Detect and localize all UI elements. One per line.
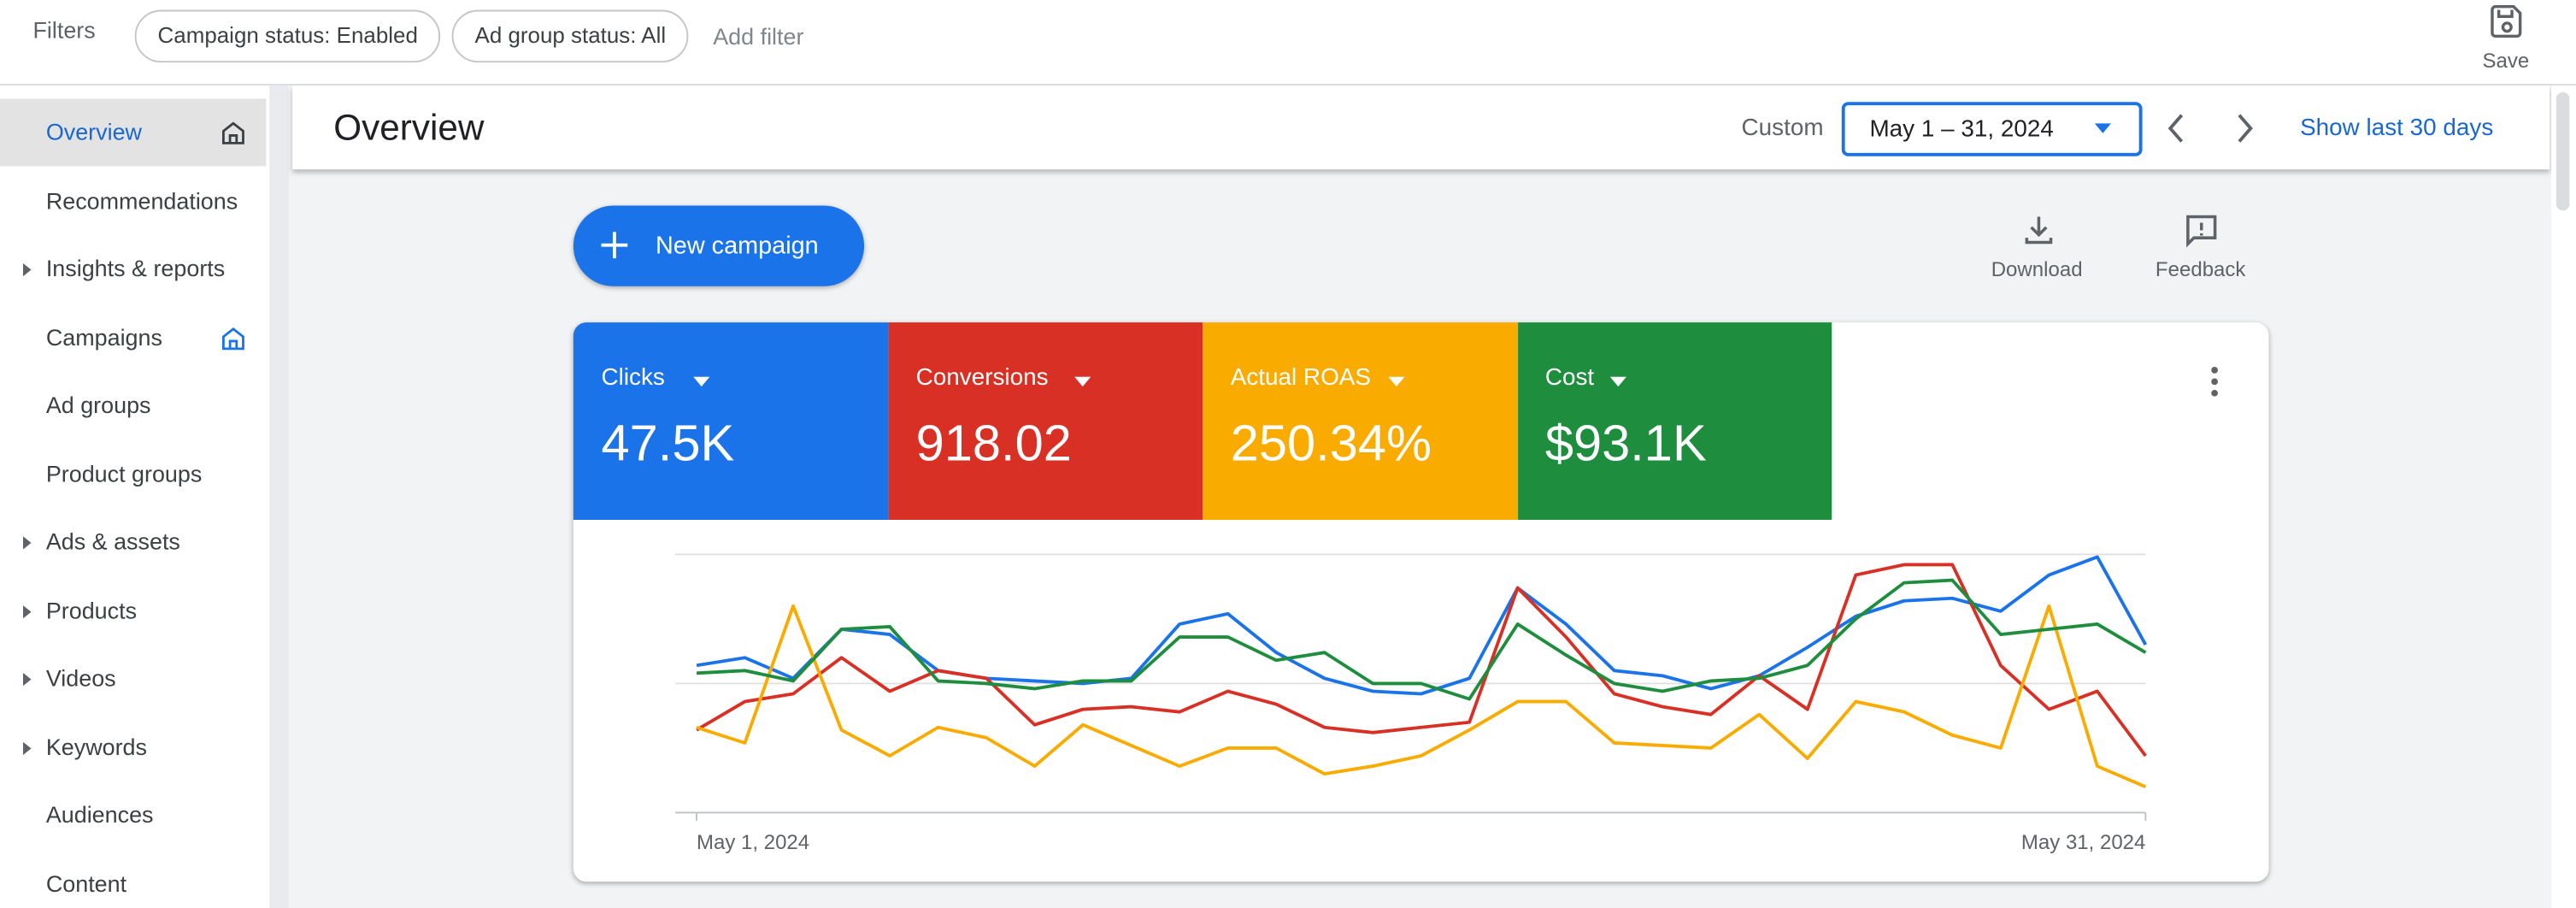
metric-name[interactable]: Cost bbox=[1544, 365, 1595, 392]
nav-item[interactable]: Videos bbox=[0, 645, 266, 712]
nav-label[interactable]: Ads & assets bbox=[45, 528, 180, 555]
header-bar bbox=[292, 85, 2550, 170]
scroll-thumb bbox=[2555, 91, 2570, 211]
nav-item[interactable]: Ads & assets bbox=[0, 509, 266, 576]
feedback-label[interactable]: Feedback bbox=[2155, 258, 2246, 282]
next-button[interactable] bbox=[2232, 112, 2255, 144]
series-line bbox=[696, 604, 2147, 789]
metric-tile[interactable]: Conversions 918.02 bbox=[887, 322, 1203, 520]
prev-button[interactable] bbox=[2165, 112, 2188, 144]
x-tick-label: May 31, 2024 bbox=[2021, 831, 2145, 854]
page-title: Overview bbox=[333, 107, 485, 149]
download-icon[interactable] bbox=[2020, 212, 2056, 248]
nav-label[interactable]: Keywords bbox=[45, 733, 147, 759]
more-menu[interactable] bbox=[2202, 365, 2228, 398]
save-icon[interactable] bbox=[2487, 2, 2526, 41]
nav-item[interactable]: Audiences bbox=[0, 781, 266, 849]
dropdown-arrow bbox=[1609, 376, 1626, 387]
nav-item[interactable]: Overview bbox=[0, 98, 267, 167]
nav-label[interactable]: Ad groups bbox=[45, 391, 151, 418]
nav-label[interactable]: Videos bbox=[45, 664, 116, 692]
nav-label[interactable]: Audiences bbox=[45, 800, 154, 828]
x-tick-label: May 1, 2024 bbox=[697, 831, 809, 854]
divider bbox=[0, 84, 2576, 86]
nav-item[interactable]: Keywords bbox=[0, 713, 266, 781]
nav-label[interactable]: Overview bbox=[45, 118, 142, 145]
nav-item[interactable]: Campaigns bbox=[0, 304, 266, 371]
metric-tile[interactable]: Cost $93.1K bbox=[1517, 322, 1832, 520]
new-campaign-button[interactable]: New campaign bbox=[573, 205, 865, 286]
metric-value: $93.1K bbox=[1544, 414, 1707, 473]
nav-label[interactable]: Insights & reports bbox=[45, 255, 226, 282]
date-range[interactable]: May 1 – 31, 2024 bbox=[1869, 116, 2054, 144]
dropdown-arrow bbox=[1073, 376, 1091, 387]
nav-label[interactable]: Recommendations bbox=[45, 186, 238, 214]
nav-item[interactable]: Recommendations bbox=[0, 167, 266, 234]
add-filter[interactable]: Add filter bbox=[713, 22, 804, 50]
metric-name[interactable]: Actual ROAS bbox=[1230, 365, 1371, 392]
series-line bbox=[696, 578, 2147, 701]
dropdown-arrow bbox=[692, 376, 709, 387]
metric-value: 47.5K bbox=[601, 414, 735, 473]
expand-arrow bbox=[22, 262, 32, 277]
expand-arrow bbox=[22, 536, 32, 550]
metric-name[interactable]: Conversions bbox=[915, 365, 1049, 392]
metric-value: 918.02 bbox=[915, 414, 1072, 473]
filter-chip[interactable]: Campaign status: Enabled bbox=[134, 9, 441, 63]
home-icon bbox=[222, 327, 244, 351]
series-line bbox=[696, 555, 2148, 696]
dropdown-arrow bbox=[2094, 123, 2112, 133]
nav-label[interactable]: Product groups bbox=[45, 459, 203, 486]
metric-value: 250.34% bbox=[1230, 414, 1432, 473]
feedback-icon[interactable] bbox=[2184, 212, 2220, 248]
save-label[interactable]: Save bbox=[2482, 49, 2530, 73]
scrollbar bbox=[269, 85, 290, 908]
plus-icon bbox=[601, 232, 628, 259]
metric-tile[interactable]: Clicks 47.5K bbox=[573, 322, 888, 520]
nav-item[interactable]: Ad groups bbox=[0, 372, 266, 439]
expand-arrow bbox=[22, 740, 32, 755]
metric-tile[interactable]: Actual ROAS 250.34% bbox=[1203, 322, 1518, 520]
filter-chip[interactable]: Ad group status: All bbox=[451, 9, 690, 63]
series-line bbox=[696, 563, 2147, 758]
date-picker[interactable]: May 1 – 31, 2024 bbox=[1841, 102, 2143, 156]
nav-label[interactable]: Content bbox=[45, 869, 127, 896]
scrollbar bbox=[2551, 85, 2576, 908]
nav-item[interactable]: Insights & reports bbox=[0, 235, 266, 303]
nav-item[interactable]: Products bbox=[0, 576, 266, 644]
expand-arrow bbox=[22, 604, 32, 618]
expand-arrow bbox=[22, 672, 32, 687]
nav-item[interactable]: Product groups bbox=[0, 440, 266, 508]
home-icon bbox=[222, 121, 244, 144]
nav-label[interactable]: Products bbox=[45, 596, 138, 623]
download-label[interactable]: Download bbox=[1991, 258, 2083, 282]
metric-name[interactable]: Clicks bbox=[601, 365, 665, 392]
show-last[interactable]: Show last 30 days bbox=[2300, 115, 2494, 142]
range-type: Custom bbox=[1741, 115, 1824, 142]
sidebar: Overview Recommendations Insights & report… bbox=[0, 85, 267, 908]
dropdown-arrow bbox=[1388, 376, 1405, 387]
nav-item[interactable]: Content bbox=[0, 850, 266, 908]
filters-label: Filters bbox=[32, 16, 96, 44]
nav-label[interactable]: Campaigns bbox=[45, 323, 162, 350]
button-label[interactable]: New campaign bbox=[655, 232, 819, 260]
